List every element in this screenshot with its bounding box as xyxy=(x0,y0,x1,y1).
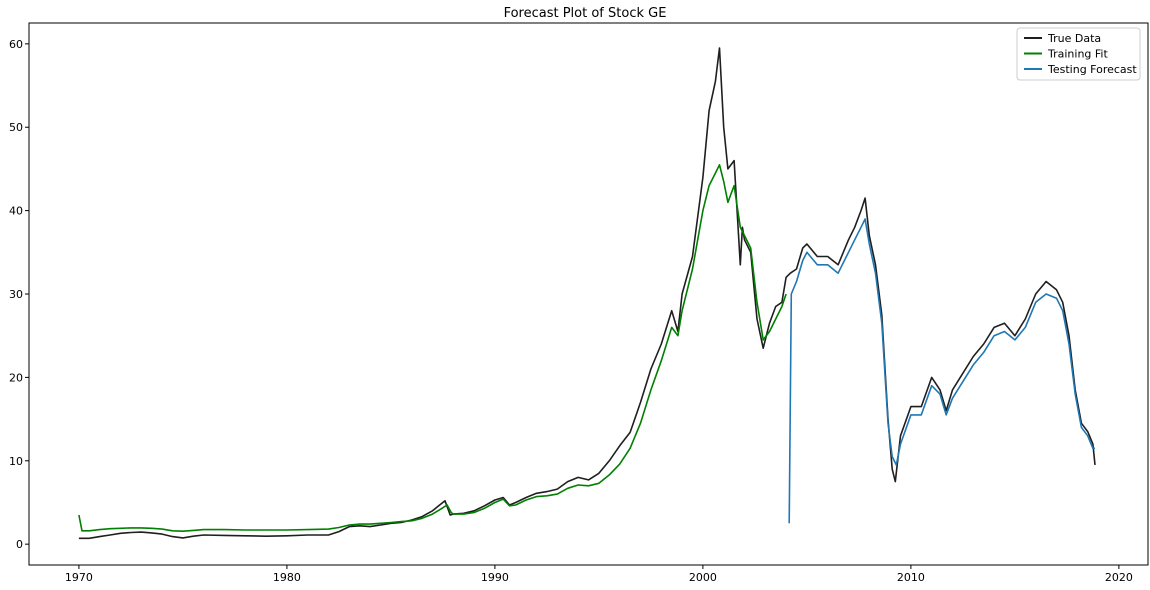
series-line-training-fit xyxy=(78,164,787,532)
x-tick-label: 2020 xyxy=(1105,571,1133,584)
y-axis: 0 10 20 30 40 50 60 xyxy=(9,38,29,551)
y-tick-label: 0 xyxy=(16,538,23,551)
y-tick-label: 50 xyxy=(9,121,23,134)
x-tick-label: 2000 xyxy=(689,571,717,584)
legend-label: True Data xyxy=(1047,32,1101,45)
legend: True Data Training Fit Testing Forecast xyxy=(1016,27,1141,81)
x-axis: 1970 1980 1990 2000 2010 2020 xyxy=(65,565,1133,584)
series-line-testing-forecast xyxy=(788,218,1095,524)
series-line-true-data xyxy=(78,47,1096,540)
chart-title: Forecast Plot of Stock GE xyxy=(504,6,667,21)
plot-series xyxy=(78,47,1096,540)
y-tick-label: 10 xyxy=(9,455,23,468)
x-tick-label: 1980 xyxy=(273,571,301,584)
plot-frame xyxy=(28,22,1149,566)
legend-label: Training Fit xyxy=(1047,48,1108,61)
x-tick-label: 1990 xyxy=(481,571,509,584)
x-tick-label: 2010 xyxy=(897,571,925,584)
legend-label: Testing Forecast xyxy=(1047,63,1137,76)
y-tick-label: 40 xyxy=(9,205,23,218)
legend-box xyxy=(1016,27,1141,81)
y-tick-label: 60 xyxy=(9,38,23,51)
y-tick-label: 20 xyxy=(9,371,23,384)
x-tick-label: 1970 xyxy=(65,571,93,584)
y-tick-label: 30 xyxy=(9,288,23,301)
